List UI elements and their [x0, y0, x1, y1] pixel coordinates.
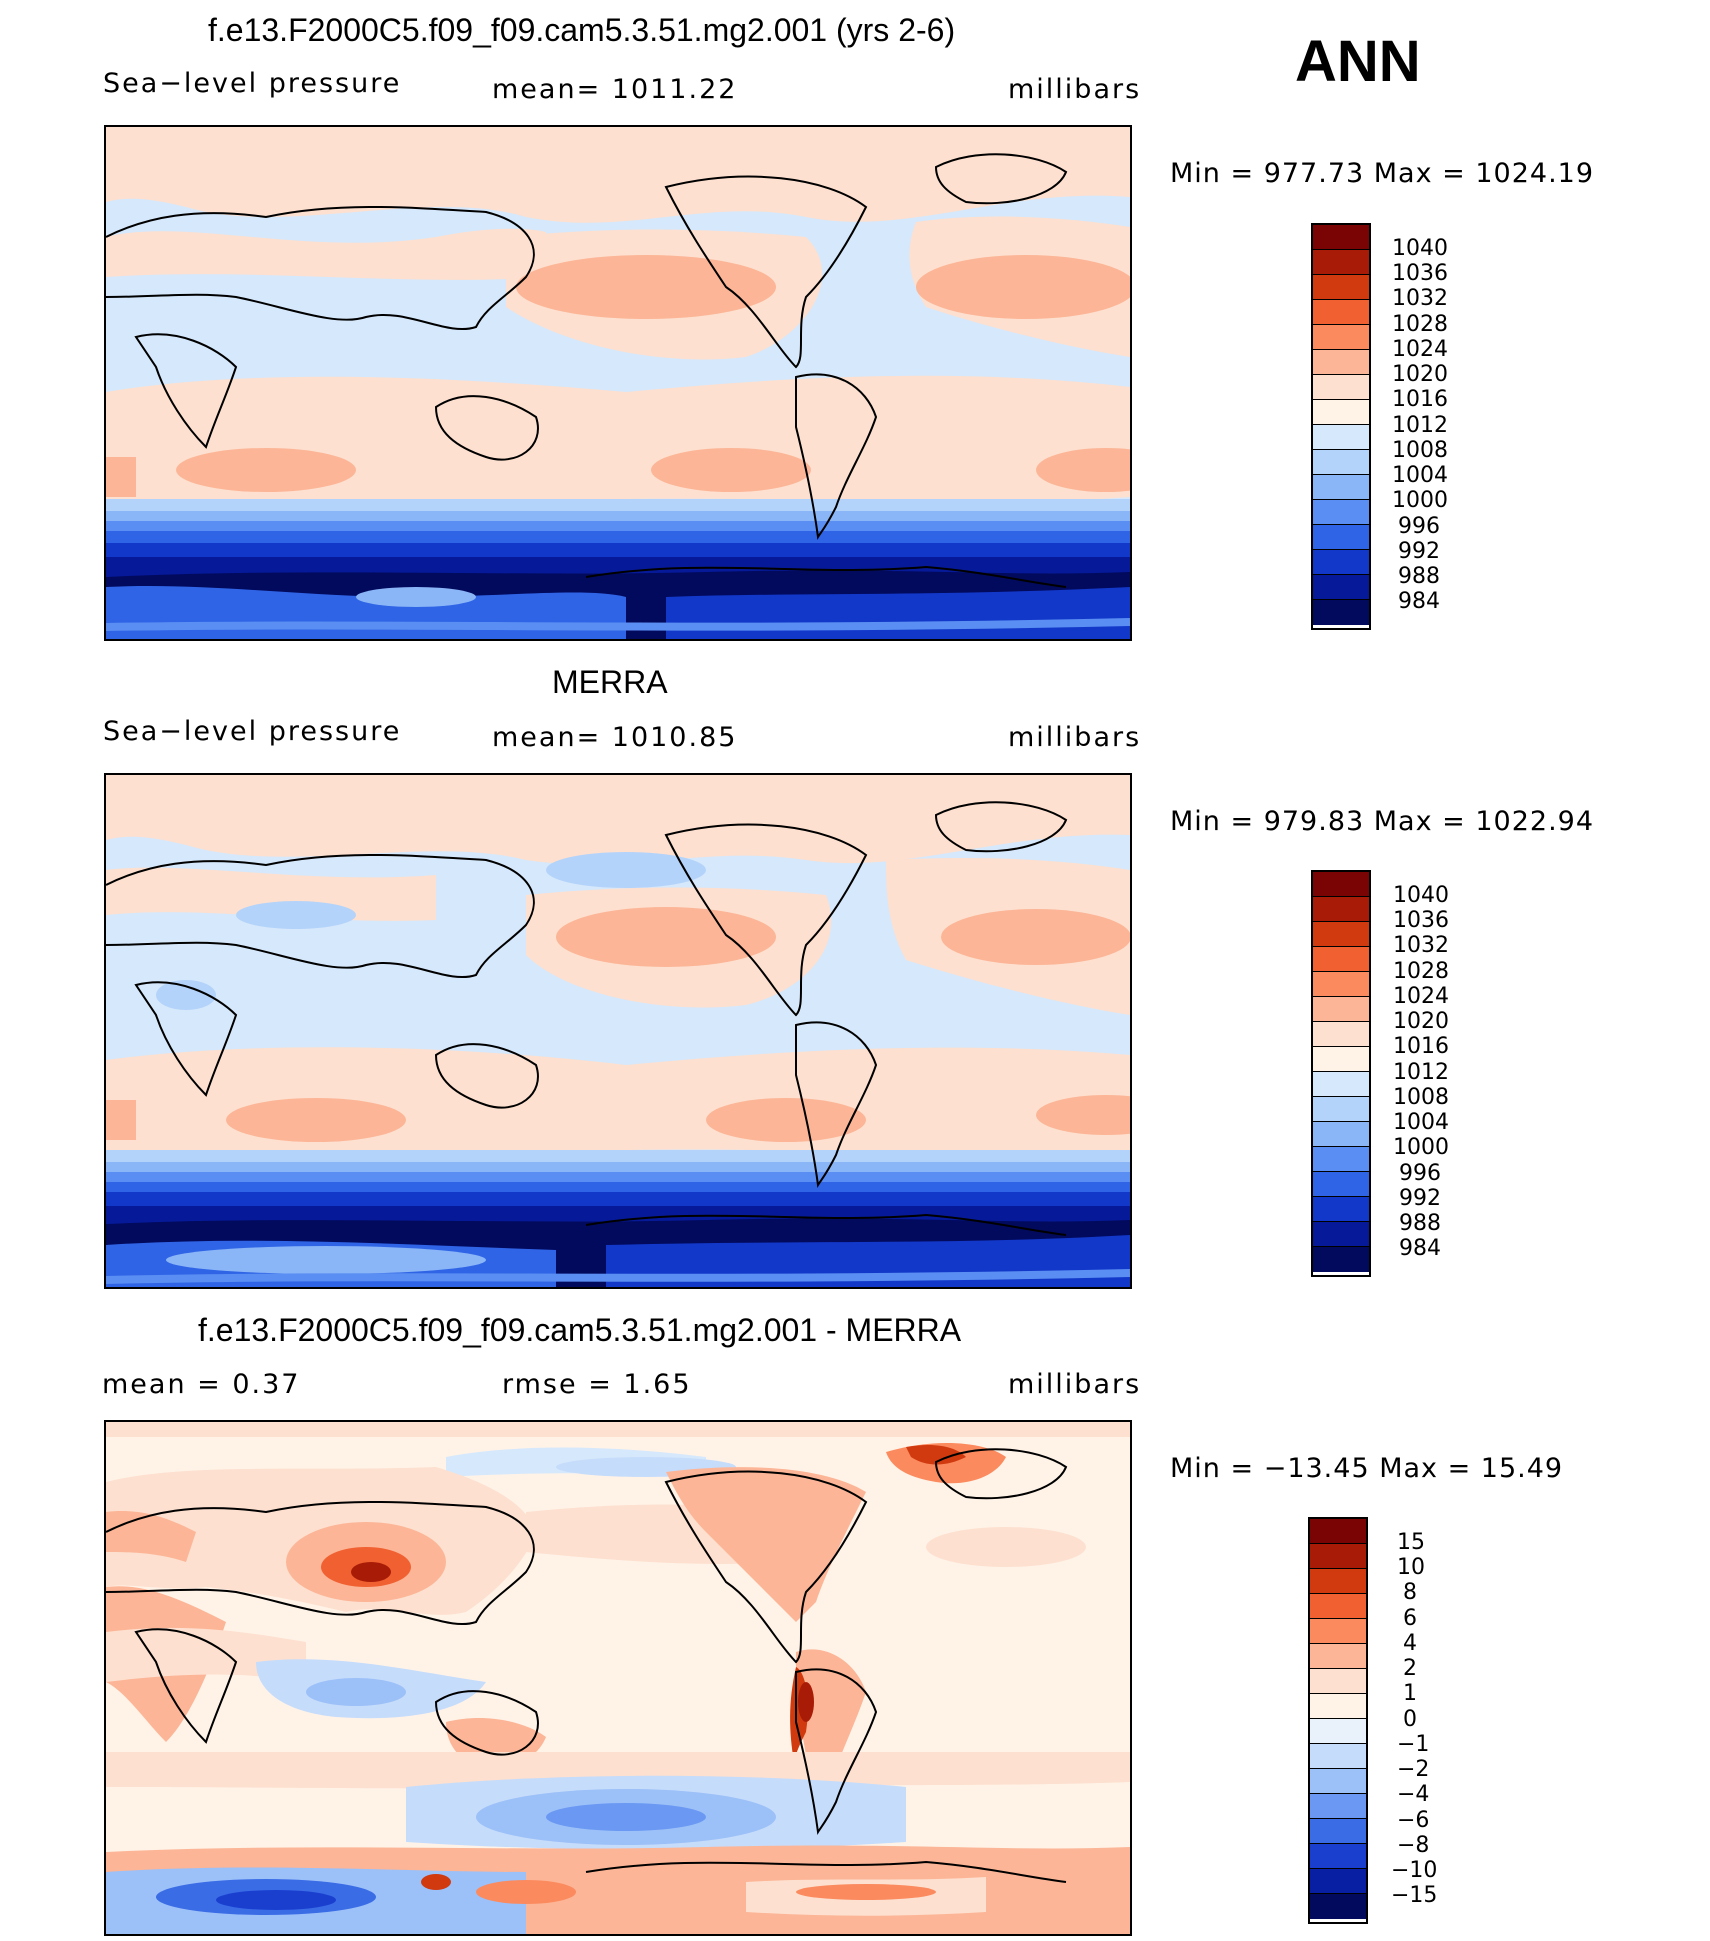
panel3-colorbar-tick: 8	[1403, 1580, 1417, 1605]
panel2-colorbar-tick: 1040	[1393, 883, 1449, 908]
panel3-rmse-label: rmse = 1.65	[502, 1369, 692, 1400]
panel1-colorbar-tick: 992	[1398, 539, 1440, 564]
panel2-mean-label: mean= 1010.85	[492, 722, 738, 753]
panel1-colorbar-tick: 1016	[1392, 387, 1448, 412]
panel3-colorbar-tick: 0	[1403, 1707, 1417, 1732]
panel2-variable-label: Sea−level pressure	[103, 716, 402, 747]
panel1-colorbar-tick: 1012	[1392, 413, 1448, 438]
panel3-colorbar-tick: 2	[1403, 1656, 1417, 1681]
panel1-colorbar-tick: 1028	[1392, 312, 1448, 337]
panel3-colorbar-tick: 10	[1397, 1555, 1425, 1580]
panel2-title: MERRA	[552, 664, 668, 700]
panel3-units-label: millibars	[1008, 1369, 1142, 1400]
panel1-map	[104, 125, 1132, 641]
panel1-mean-label: mean= 1011.22	[492, 74, 738, 105]
panel2-colorbar-tick: 1036	[1393, 908, 1449, 933]
panel3-colorbar-tick: −2	[1397, 1757, 1430, 1782]
panel2-colorbar-tick: 992	[1399, 1186, 1441, 1211]
panel2-colorbar	[1311, 870, 1371, 1277]
panel2-colorbar-tick: 1028	[1393, 959, 1449, 984]
panel1-colorbar-tick: 984	[1398, 589, 1440, 614]
panel3-colorbar-tick: 1	[1403, 1681, 1417, 1706]
panel1-units-label: millibars	[1008, 74, 1142, 105]
panel3-colorbar-tick: 4	[1403, 1631, 1417, 1656]
panel2-colorbar-tick: 1000	[1393, 1135, 1449, 1160]
panel2-colorbar-tick: 1024	[1393, 984, 1449, 1009]
panel3-minmax: Min = −13.45 Max = 15.49	[1170, 1453, 1564, 1484]
panel2-units-label: millibars	[1008, 722, 1142, 753]
panel1-colorbar-tick: 996	[1398, 514, 1440, 539]
panel3-colorbar-tick: −15	[1391, 1883, 1438, 1908]
panel3-colorbar-tick: −10	[1391, 1858, 1438, 1883]
season-label: ANN	[1295, 29, 1421, 94]
panel2-colorbar-tick: 1020	[1393, 1009, 1449, 1034]
panel1-colorbar-tick: 1000	[1392, 488, 1448, 513]
panel3-colorbar-tick: 6	[1403, 1606, 1417, 1631]
panel3-mean-label: mean = 0.37	[102, 1369, 301, 1400]
panel1-colorbar-tick: 1020	[1392, 362, 1448, 387]
panel2-colorbar-tick: 984	[1399, 1236, 1441, 1261]
panel3-colorbar-tick: 15	[1397, 1530, 1425, 1555]
panel1-colorbar-tick: 1036	[1392, 261, 1448, 286]
panel3-map	[104, 1420, 1132, 1936]
panel3-colorbar-tick: −1	[1397, 1732, 1430, 1757]
panel3-colorbar-tick: −4	[1397, 1782, 1430, 1807]
panel2-colorbar-tick: 1012	[1393, 1060, 1449, 1085]
panel2-colorbar-tick: 1008	[1393, 1085, 1449, 1110]
panel1-colorbar-tick: 1024	[1392, 337, 1448, 362]
panel1-colorbar-tick: 988	[1398, 564, 1440, 589]
panel1-minmax: Min = 977.73 Max = 1024.19	[1170, 158, 1595, 189]
panel2-colorbar-tick: 996	[1399, 1161, 1441, 1186]
panel1-colorbar-tick: 1040	[1392, 236, 1448, 261]
panel2-minmax: Min = 979.83 Max = 1022.94	[1170, 806, 1595, 837]
panel1-colorbar-tick: 1004	[1392, 463, 1448, 488]
panel2-colorbar-tick: 1016	[1393, 1034, 1449, 1059]
panel1-variable-label: Sea−level pressure	[103, 68, 402, 99]
panel2-colorbar-tick: 1004	[1393, 1110, 1449, 1135]
panel3-colorbar-tick: −6	[1397, 1808, 1430, 1833]
panel2-map	[104, 773, 1132, 1289]
panel3-title: f.e13.F2000C5.f09_f09.cam5.3.51.mg2.001 …	[198, 1312, 962, 1348]
panel1-colorbar	[1311, 223, 1371, 630]
panel1-title: f.e13.F2000C5.f09_f09.cam5.3.51.mg2.001 …	[208, 12, 956, 48]
panel1-colorbar-tick: 1008	[1392, 438, 1448, 463]
panel2-colorbar-tick: 1032	[1393, 933, 1449, 958]
panel1-colorbar-tick: 1032	[1392, 286, 1448, 311]
panel3-colorbar	[1308, 1517, 1368, 1924]
panel3-colorbar-tick: −8	[1397, 1833, 1430, 1858]
panel2-colorbar-tick: 988	[1399, 1211, 1441, 1236]
